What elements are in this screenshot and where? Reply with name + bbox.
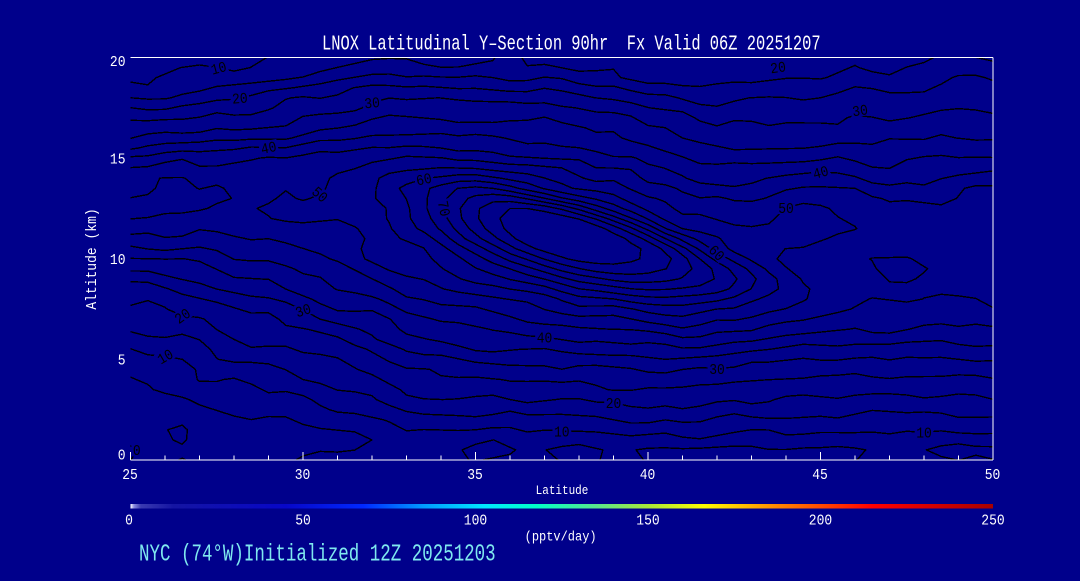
svg-text:20: 20 [606, 396, 622, 413]
svg-text:25: 25 [122, 467, 138, 484]
svg-text:20: 20 [769, 60, 787, 79]
svg-text:150: 150 [636, 513, 659, 530]
svg-text:10: 10 [155, 347, 177, 370]
svg-text:40: 40 [537, 331, 553, 348]
svg-text:40: 40 [640, 467, 656, 484]
svg-text:20: 20 [231, 91, 248, 109]
svg-text:0: 0 [133, 443, 141, 460]
svg-text:10: 10 [554, 425, 570, 442]
svg-text:50: 50 [985, 467, 1001, 484]
svg-text:10: 10 [916, 426, 932, 443]
svg-text:40: 40 [811, 164, 830, 185]
svg-text:40: 40 [260, 139, 279, 159]
svg-text:Altitude (km): Altitude (km) [84, 208, 101, 309]
svg-text:100: 100 [464, 513, 487, 530]
svg-text:50: 50 [295, 513, 311, 530]
svg-text:30: 30 [709, 362, 725, 379]
svg-text:5: 5 [118, 353, 126, 370]
svg-text:70: 70 [432, 199, 452, 218]
svg-text:20: 20 [110, 54, 126, 71]
svg-text:0: 0 [118, 448, 126, 465]
svg-text:LNOX Latitudinal Y–Section 90h: LNOX Latitudinal Y–Section 90hr Fx Valid… [322, 31, 821, 56]
svg-text:30: 30 [294, 301, 314, 322]
svg-text:10: 10 [209, 59, 228, 80]
svg-text:10: 10 [110, 252, 126, 269]
svg-text:0: 0 [125, 513, 133, 530]
svg-text:60: 60 [415, 171, 434, 191]
svg-text:45: 45 [812, 467, 828, 484]
svg-text:Latitude: Latitude [536, 483, 589, 498]
svg-text:(pptv/day): (pptv/day) [525, 529, 597, 545]
svg-text:NYC (74°W)Initialized 12Z 2025: NYC (74°W)Initialized 12Z 20251203 [139, 541, 496, 569]
svg-text:35: 35 [467, 467, 483, 484]
svg-text:30: 30 [295, 467, 311, 484]
svg-text:15: 15 [110, 152, 126, 169]
svg-text:250: 250 [981, 513, 1004, 530]
svg-text:30: 30 [364, 95, 381, 113]
svg-text:200: 200 [809, 513, 832, 530]
svg-text:50: 50 [778, 201, 794, 218]
svg-text:30: 30 [851, 103, 869, 122]
